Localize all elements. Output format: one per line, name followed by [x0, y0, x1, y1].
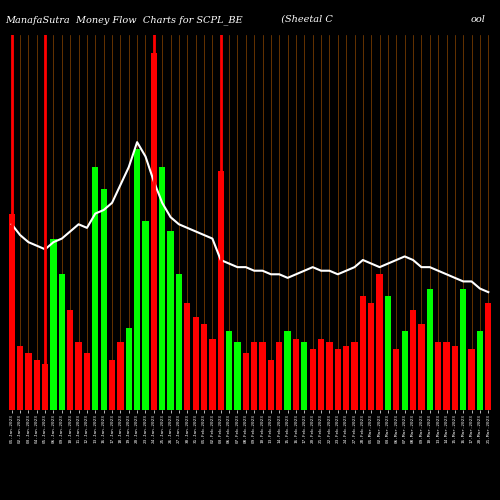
Bar — [201, 324, 207, 410]
Bar — [226, 332, 232, 410]
Bar — [100, 188, 107, 410]
Text: ool: ool — [470, 15, 485, 24]
Bar — [134, 150, 140, 410]
Bar — [276, 342, 282, 410]
Bar — [426, 288, 433, 410]
Bar — [67, 310, 73, 410]
Bar — [385, 296, 391, 410]
Bar — [17, 346, 23, 410]
Bar — [34, 360, 40, 410]
Bar — [301, 342, 308, 410]
Bar — [334, 350, 341, 410]
Bar — [477, 332, 483, 410]
Bar — [468, 350, 474, 410]
Bar — [92, 167, 98, 410]
Bar — [444, 342, 450, 410]
Bar — [126, 328, 132, 410]
Bar — [268, 360, 274, 410]
Bar — [58, 274, 65, 410]
Bar — [192, 317, 199, 410]
Bar — [318, 338, 324, 410]
Bar — [168, 232, 173, 410]
Bar — [368, 303, 374, 410]
Bar — [109, 360, 115, 410]
Bar — [310, 350, 316, 410]
Bar — [485, 303, 492, 410]
Bar — [352, 342, 358, 410]
Bar — [218, 170, 224, 410]
Bar — [293, 338, 299, 410]
Bar — [118, 342, 124, 410]
Bar — [242, 353, 249, 410]
Bar — [260, 342, 266, 410]
Text: ManafaSutra  Money Flow  Charts for SCPL_BE: ManafaSutra Money Flow Charts for SCPL_B… — [5, 15, 242, 24]
Bar — [418, 324, 424, 410]
Bar — [360, 296, 366, 410]
Bar — [284, 332, 291, 410]
Bar — [150, 53, 157, 410]
Bar — [142, 220, 148, 410]
Bar — [84, 353, 90, 410]
Bar — [26, 353, 32, 410]
Bar — [410, 310, 416, 410]
Bar — [460, 288, 466, 410]
Bar — [326, 342, 332, 410]
Bar — [50, 238, 56, 410]
Bar — [376, 274, 382, 410]
Bar — [159, 167, 166, 410]
Bar — [176, 274, 182, 410]
Bar — [343, 346, 349, 410]
Bar — [209, 338, 216, 410]
Bar — [251, 342, 258, 410]
Bar — [42, 364, 48, 410]
Bar — [402, 332, 408, 410]
Bar — [76, 342, 82, 410]
Bar — [452, 346, 458, 410]
Bar — [184, 303, 190, 410]
Bar — [435, 342, 442, 410]
Bar — [234, 342, 240, 410]
Text: (Sheetal C: (Sheetal C — [250, 15, 333, 24]
Bar — [8, 214, 15, 410]
Bar — [393, 350, 400, 410]
